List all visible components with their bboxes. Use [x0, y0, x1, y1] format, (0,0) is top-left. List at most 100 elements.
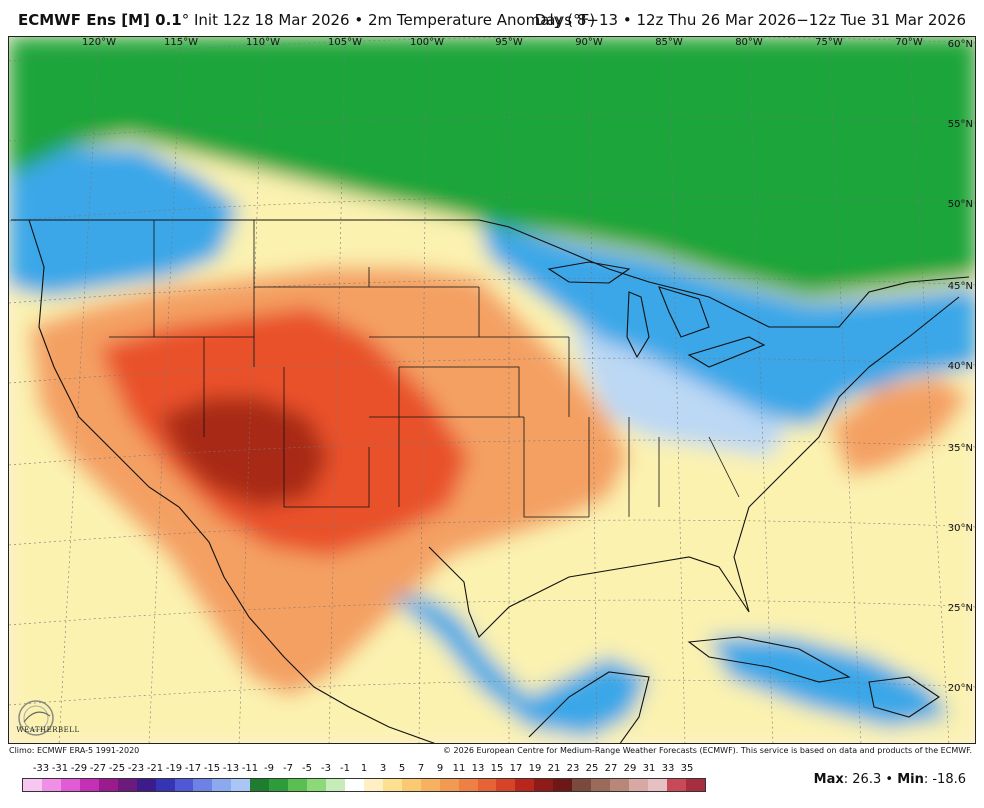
- legend-swatch: [439, 779, 459, 791]
- legend-label: -5: [302, 763, 312, 774]
- legend-label: 3: [379, 763, 387, 774]
- longitude-label: 70°W: [895, 37, 923, 48]
- legend-label: -9: [264, 763, 274, 774]
- longitude-line: [588, 37, 598, 743]
- legend-swatch: [685, 779, 705, 791]
- longitude-label: 100°W: [410, 37, 444, 48]
- legend-label: 1: [360, 763, 368, 774]
- legend-swatch: [591, 779, 611, 791]
- longitude-line: [148, 37, 182, 743]
- latitude-label: 55°N: [948, 119, 973, 130]
- title-bullet: •: [354, 11, 364, 29]
- legend-label: 13: [471, 763, 485, 774]
- legend-label: -3: [321, 763, 331, 774]
- legend-label: 15: [490, 763, 504, 774]
- legend-swatch: [572, 779, 592, 791]
- longitude-line: [908, 37, 950, 743]
- warm-anomaly-atlantic: [829, 377, 969, 477]
- longitude-label: 95°W: [495, 37, 523, 48]
- legend-swatch: [363, 779, 383, 791]
- cold-anomaly-canada: [9, 37, 975, 297]
- lat-lon-grid: [9, 37, 975, 743]
- latitude-label: 45°N: [948, 281, 973, 292]
- latitude-line: [9, 37, 975, 62]
- legend-swatch: [288, 779, 308, 791]
- max-min-stats: Max: 26.3 • Min: -18.6: [813, 772, 966, 787]
- legend-swatch: [60, 779, 80, 791]
- legend-swatch: [250, 779, 270, 791]
- legend-colorbar: [22, 778, 706, 792]
- longitude-line: [58, 37, 100, 743]
- legend-label: 7: [417, 763, 425, 774]
- cold-anomaly-pacific-northwest: [9, 147, 239, 297]
- latitude-line: [9, 439, 975, 466]
- legend-swatch: [344, 779, 364, 791]
- political-boundaries: [11, 219, 970, 743]
- legend-swatch: [98, 779, 118, 791]
- legend-swatch: [174, 779, 194, 791]
- legend-label: -21: [146, 763, 164, 774]
- longitude-label: 85°W: [655, 37, 683, 48]
- color-legend: -33 -31 -29 -27 -25 -23 -21 -19 -17 -15 -13 -11 -9 -7…: [14, 763, 706, 797]
- lake-superior: [547, 261, 631, 284]
- latitude-line: [9, 115, 975, 142]
- gulf-coast: [428, 296, 960, 638]
- latitude-line: [9, 519, 975, 546]
- state-lines: [109, 220, 740, 518]
- legend-swatch: [136, 779, 156, 791]
- init-label: Init 12z 18 Mar 2026: [194, 11, 350, 29]
- legend-swatch: [496, 779, 516, 791]
- longitude-label: 120°W: [82, 37, 116, 48]
- cool-anomaly-ohio-valley: [569, 327, 789, 457]
- longitude-label: 80°W: [735, 37, 763, 48]
- legend-label: -15: [203, 763, 221, 774]
- legend-label: 29: [623, 763, 637, 774]
- legend-swatch: [629, 779, 648, 791]
- legend-swatch: [515, 779, 535, 791]
- legend-swatch: [382, 779, 402, 791]
- legend-swatch: [666, 779, 686, 791]
- extreme-anomaly-arizona: [159, 397, 329, 507]
- legend-swatch: [269, 779, 289, 791]
- legend-swatch: [326, 779, 345, 791]
- latitude-line: [9, 277, 975, 304]
- legend-label: -23: [127, 763, 145, 774]
- min-value: -18.6: [932, 772, 966, 787]
- map-title: ECMWF Ens [M] 0.1° Init 12z 18 Mar 2026 …: [18, 11, 595, 29]
- climo-note: Climo: ECMWF ERA-5 1991-2020: [9, 746, 140, 755]
- legend-label: -13: [222, 763, 240, 774]
- longitude-labels: 120°W 115°W 110°W 105°W 100°W 95°W 90°W 85°W 80°…: [82, 37, 923, 48]
- legend-swatch: [155, 779, 175, 791]
- legend-label: 9: [436, 763, 444, 774]
- longitude-line: [668, 37, 686, 743]
- hispaniola-outline: [868, 676, 940, 718]
- copyright-note: © 2026 European Centre for Medium-Range …: [443, 746, 972, 755]
- max-value: 26.3: [852, 772, 882, 787]
- latitude-label: 30°N: [948, 523, 973, 534]
- degree-symbol: °: [181, 11, 190, 29]
- legend-label: -19: [165, 763, 183, 774]
- legend-label: -25: [108, 763, 126, 774]
- legend-swatch: [458, 779, 478, 791]
- legend-label: 21: [547, 763, 561, 774]
- legend-label: 23: [566, 763, 580, 774]
- legend-label: 11: [452, 763, 466, 774]
- legend-label: -29: [70, 763, 88, 774]
- lake-huron: [658, 286, 710, 338]
- legend-label: -1: [340, 763, 350, 774]
- latitude-label: 50°N: [948, 199, 973, 210]
- legend-swatch: [553, 779, 573, 791]
- legend-swatch: [212, 779, 232, 791]
- legend-swatch: [477, 779, 497, 791]
- legend-label: 5: [398, 763, 406, 774]
- lake-erie: [687, 336, 766, 368]
- legend-label: -11: [241, 763, 259, 774]
- longitude-line: [418, 37, 428, 743]
- latitude-labels: 60°N 55°N 50°N 45°N 40°N 35°N 30°N 25°N 20°N: [948, 39, 973, 694]
- legend-label: 17: [509, 763, 523, 774]
- weatherbell-logo: [18, 700, 54, 736]
- logo-wordmark: WEATHERBELL: [16, 726, 80, 734]
- header: ECMWF Ens [M] 0.1° Init 12z 18 Mar 2026 …: [0, 0, 984, 36]
- legend-label: -27: [89, 763, 107, 774]
- legend-swatch: [420, 779, 440, 791]
